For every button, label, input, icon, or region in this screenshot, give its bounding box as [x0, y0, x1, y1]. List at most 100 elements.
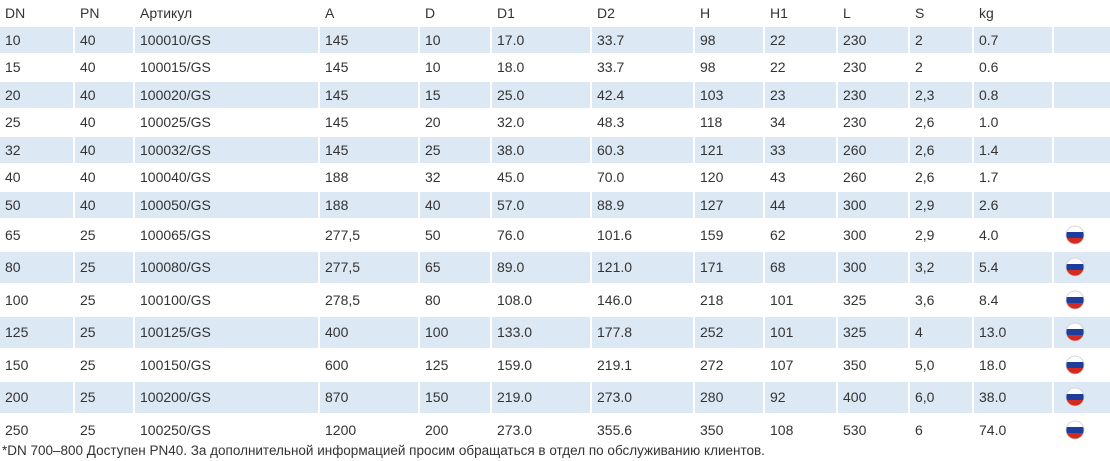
table-cell: 125 [0, 317, 73, 348]
table-cell: 80 [0, 252, 73, 283]
table-cell: 230 [838, 27, 908, 53]
flag-cell [1054, 317, 1110, 348]
table-cell: 100050/GS [135, 192, 318, 218]
table-cell: 100125/GS [135, 317, 318, 348]
table-cell: 159.0 [497, 356, 533, 373]
table-cell: 252 [695, 317, 763, 348]
table-cell: 70.0 [597, 169, 625, 186]
header-cell: L [843, 4, 851, 21]
table-cell: 25 [75, 317, 133, 348]
table-cell: 15 [5, 59, 21, 76]
table-cell: 45.0 [497, 169, 525, 186]
table-cell: 107 [770, 356, 794, 373]
table-cell: 4 [910, 317, 972, 348]
table-cell: 1.4 [974, 137, 1052, 163]
table-cell: 33.7 [592, 27, 693, 53]
flag-cell [1054, 192, 1110, 218]
table-cell: 2 [910, 27, 972, 53]
header-cell: kg [979, 4, 994, 21]
table-cell: 100040/GS [140, 169, 211, 186]
table-cell: 38.0 [492, 137, 590, 163]
flag-cell [1054, 110, 1110, 136]
table-cell: 33 [765, 137, 836, 163]
table-cell: 100150/GS [140, 356, 211, 373]
header-cell: D1 [497, 4, 515, 21]
table-cell: 6,0 [910, 382, 972, 413]
table-cell: 150 [5, 356, 29, 373]
table-cell: 2 [915, 59, 923, 76]
table-cell: 171 [695, 252, 763, 283]
table-cell: 40 [80, 59, 96, 76]
table-cell: 44 [765, 192, 836, 218]
flag-cell [1054, 137, 1110, 163]
table-cell: 300 [838, 252, 908, 283]
table-cell: 92 [765, 382, 836, 413]
flag-cell [1054, 350, 1110, 381]
table-cell: 145 [320, 27, 418, 53]
table-cell: 22 [765, 27, 836, 53]
table-cell: 2,3 [910, 82, 972, 108]
table-cell: 32 [425, 169, 441, 186]
table-cell: 40 [75, 137, 133, 163]
table-cell: 25 [80, 226, 96, 243]
flag-cell [1054, 82, 1110, 108]
table-cell: 127 [695, 192, 763, 218]
table-cell: 25 [80, 421, 96, 438]
table-cell: 40 [80, 114, 96, 131]
flag-cell [1054, 285, 1110, 316]
header-cell: Артикул [140, 4, 193, 21]
table-cell: 25.0 [492, 82, 590, 108]
table-cell: 108.0 [497, 291, 533, 308]
flag-cell [1054, 252, 1110, 283]
table-cell: 188 [320, 192, 418, 218]
table-cell: 25 [80, 291, 96, 308]
table-cell: 277,5 [320, 252, 418, 283]
table-cell: 230 [838, 82, 908, 108]
table-cell: 25 [5, 114, 21, 131]
flag-cell [1054, 415, 1110, 446]
flag-cell [1054, 220, 1110, 251]
table-cell: 101.6 [597, 226, 633, 243]
table-cell: 200 [0, 382, 73, 413]
table-cell: 0.6 [979, 59, 999, 76]
table-cell: 121.0 [592, 252, 693, 283]
table-cell: 870 [320, 382, 418, 413]
table-cell: 50 [425, 226, 441, 243]
table-cell: 103 [695, 82, 763, 108]
table-cell: 3,6 [915, 291, 935, 308]
table-cell: 65 [5, 226, 21, 243]
table-cell: 159 [700, 226, 724, 243]
table-cell: 280 [695, 382, 763, 413]
table-cell: 0.7 [974, 27, 1052, 53]
table-cell: 2,6 [915, 114, 935, 131]
flag-icon [1065, 225, 1085, 245]
table-cell: 40 [5, 169, 21, 186]
table-cell: 260 [838, 137, 908, 163]
flag-icon [1065, 387, 1085, 407]
table-cell: 273.0 [497, 421, 533, 438]
table-cell: 230 [843, 59, 867, 76]
table-cell: 150 [420, 382, 490, 413]
table-cell: 33.7 [597, 59, 625, 76]
table-cell: 133.0 [492, 317, 590, 348]
table-cell: 146.0 [597, 291, 633, 308]
table-cell: 250 [5, 421, 29, 438]
table-cell: 8.4 [979, 291, 999, 308]
table-cell: 177.8 [592, 317, 693, 348]
table-cell: 277,5 [325, 226, 361, 243]
table-cell: 145 [320, 82, 418, 108]
table-cell: 65 [420, 252, 490, 283]
table-cell: 218 [700, 291, 724, 308]
table-cell: 355.6 [597, 421, 633, 438]
table-cell: 108 [770, 421, 794, 438]
table-cell: 25 [75, 382, 133, 413]
flag-cell [1054, 165, 1110, 191]
header-cell: D [425, 4, 436, 21]
table-cell: 230 [843, 114, 867, 131]
table-cell: 25 [420, 137, 490, 163]
table-cell: 101 [770, 291, 794, 308]
table-cell: 273.0 [592, 382, 693, 413]
table-cell: 100080/GS [135, 252, 318, 283]
table-cell: 400 [320, 317, 418, 348]
header-cell: S [915, 4, 925, 21]
